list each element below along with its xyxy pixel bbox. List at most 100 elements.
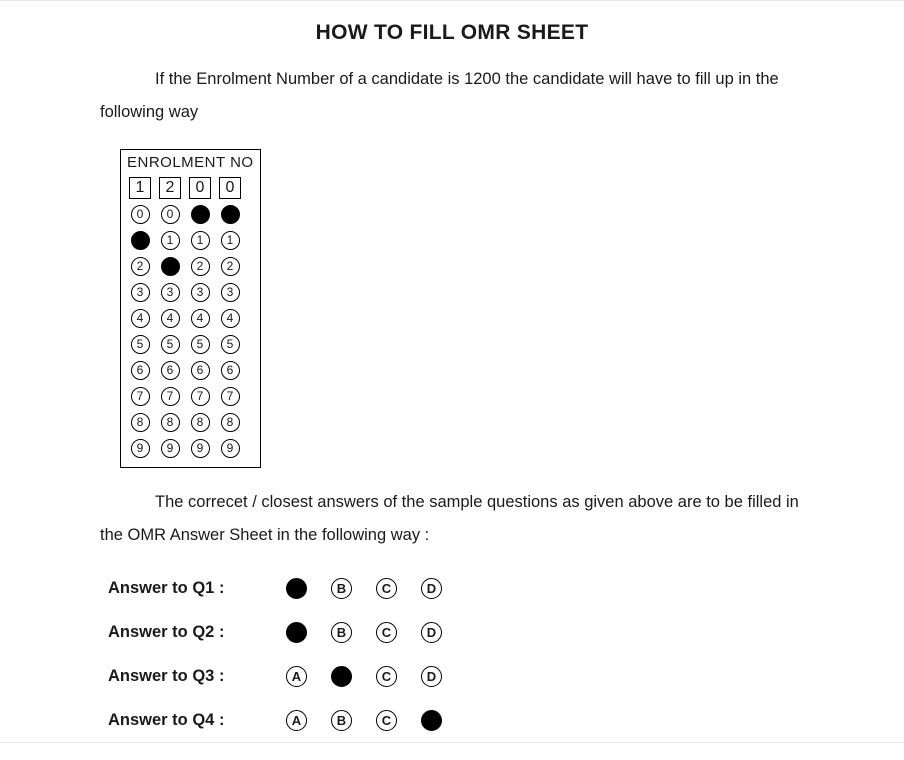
answer-label: Answer to Q3 : (108, 667, 286, 686)
enrolment-digit-box: 2 (159, 177, 181, 199)
bubble-label: 9 (197, 442, 204, 454)
bubble-label: 6 (167, 364, 174, 376)
answer-bubble: A (286, 622, 307, 643)
enrolment-bubble: 8 (221, 413, 240, 432)
answer-row: Answer to Q1 :ABCD (108, 566, 804, 610)
answer-bubble-letter: C (382, 582, 391, 595)
answer-bubble: B (331, 710, 352, 731)
page: HOW TO FILL OMR SHEET If the Enrolment N… (0, 0, 904, 743)
enrolment-bubble: 0 (131, 205, 150, 224)
bubble-label: 7 (167, 390, 174, 402)
answer-bubble: A (286, 578, 307, 599)
enrolment-bubble: 9 (191, 439, 210, 458)
bubble-label: 6 (137, 364, 144, 376)
answer-row: Answer to Q4 : A B C D (108, 698, 804, 742)
answer-bubble-letter: A (292, 714, 301, 727)
answer-bubble: B (331, 622, 352, 643)
answer-bubble: D (421, 710, 442, 731)
enrolment-bubble: 2 (191, 257, 210, 276)
enrolment-bubble: 8 (131, 413, 150, 432)
enrolment-bubble: 2 (161, 257, 180, 276)
enrolment-bubble: 4 (191, 309, 210, 328)
answer-row: Answer to Q2 :A B C D (108, 610, 804, 654)
page-title: HOW TO FILL OMR SHEET (100, 21, 804, 45)
answer-bubble: D (421, 622, 442, 643)
second-paragraph: The correcet / closest answers of the sa… (100, 486, 804, 552)
answer-bubble-letter: C (382, 670, 391, 683)
bubble-label: 8 (137, 416, 144, 428)
bubble-label: 7 (227, 390, 234, 402)
enrolment-digit-box: 0 (219, 177, 241, 199)
bubble-label: 0 (137, 208, 144, 220)
answer-bubble: C (376, 666, 397, 687)
answer-bubble-letter: A (292, 670, 301, 683)
enrolment-bubble: 1 (221, 231, 240, 250)
bubble-label: 2 (137, 260, 144, 272)
enrolment-bubble: 5 (221, 335, 240, 354)
enrolment-bubble: 9 (161, 439, 180, 458)
answer-bubble: C (376, 710, 397, 731)
bubble-label: 1 (197, 234, 204, 246)
bubble-label: 1 (227, 234, 234, 246)
answer-label: Answer to Q4 : (108, 711, 286, 730)
answer-bubble-letter: B (337, 626, 346, 639)
bubble-label: 6 (227, 364, 234, 376)
enrolment-bubble: 0 (221, 205, 240, 224)
enrolment-bubble: 7 (221, 387, 240, 406)
enrolment-digit-box: 0 (189, 177, 211, 199)
enrolment-bubble: 7 (161, 387, 180, 406)
bubble-label: 1 (167, 234, 174, 246)
answer-bubble-letter: B (337, 582, 346, 595)
enrolment-bubble: 2 (131, 257, 150, 276)
answer-bubble: A (286, 710, 307, 731)
enrolment-bubble: 1 (161, 231, 180, 250)
enrolment-bubble: 6 (191, 361, 210, 380)
answer-bubble: D (421, 666, 442, 687)
enrolment-bubble: 9 (221, 439, 240, 458)
answer-bubble: B (331, 578, 352, 599)
enrolment-bubble: 6 (161, 361, 180, 380)
enrolment-bubble: 6 (221, 361, 240, 380)
bubble-label: 4 (197, 312, 204, 324)
bubble-label: 0 (167, 208, 174, 220)
answer-bubble-letter: D (427, 670, 436, 683)
bubble-label: 8 (167, 416, 174, 428)
enrolment-bubble: 1 (131, 231, 150, 250)
answer-bubble-letter: B (337, 714, 346, 727)
enrolment-bubble: 8 (161, 413, 180, 432)
enrolment-bubble: 4 (131, 309, 150, 328)
answer-label: Answer to Q2 : (108, 623, 286, 642)
enrolment-bubble: 8 (191, 413, 210, 432)
answer-bubble: C (376, 622, 397, 643)
bubble-label: 7 (197, 390, 204, 402)
enrolment-bubble: 3 (131, 283, 150, 302)
answers-block: Answer to Q1 :ABCDAnswer to Q2 :ABCDAnsw… (108, 566, 804, 742)
intro-paragraph: If the Enrolment Number of a candidate i… (100, 63, 804, 129)
bubble-label: 2 (197, 260, 204, 272)
bubble-label: 4 (227, 312, 234, 324)
bubble-label: 5 (227, 338, 234, 350)
enrolment-grid: 1200000011112222333344445555666677778888… (121, 175, 260, 467)
answer-bubble: D (421, 578, 442, 599)
bubble-label: 5 (197, 338, 204, 350)
answer-bubble: A (286, 666, 307, 687)
bubble-label: 3 (167, 286, 174, 298)
bubble-label: 8 (197, 416, 204, 428)
answer-bubble-letter: C (382, 714, 391, 727)
bubble-label: 3 (227, 286, 234, 298)
bubble-label: 3 (137, 286, 144, 298)
bubble-label: 5 (167, 338, 174, 350)
answer-bubble-letter: C (382, 626, 391, 639)
enrolment-box: ENROLMENT NO 120000001111222233334444555… (120, 149, 261, 468)
enrolment-bubble: 3 (161, 283, 180, 302)
enrolment-bubble: 3 (221, 283, 240, 302)
enrolment-bubble: 5 (161, 335, 180, 354)
enrolment-bubble: 6 (131, 361, 150, 380)
bubble-label: 3 (197, 286, 204, 298)
answer-bubble-letter: D (427, 626, 436, 639)
bubble-label: 9 (227, 442, 234, 454)
enrolment-bubble: 0 (161, 205, 180, 224)
bubble-label: 4 (167, 312, 174, 324)
bubble-label: 8 (227, 416, 234, 428)
enrolment-bubble: 3 (191, 283, 210, 302)
